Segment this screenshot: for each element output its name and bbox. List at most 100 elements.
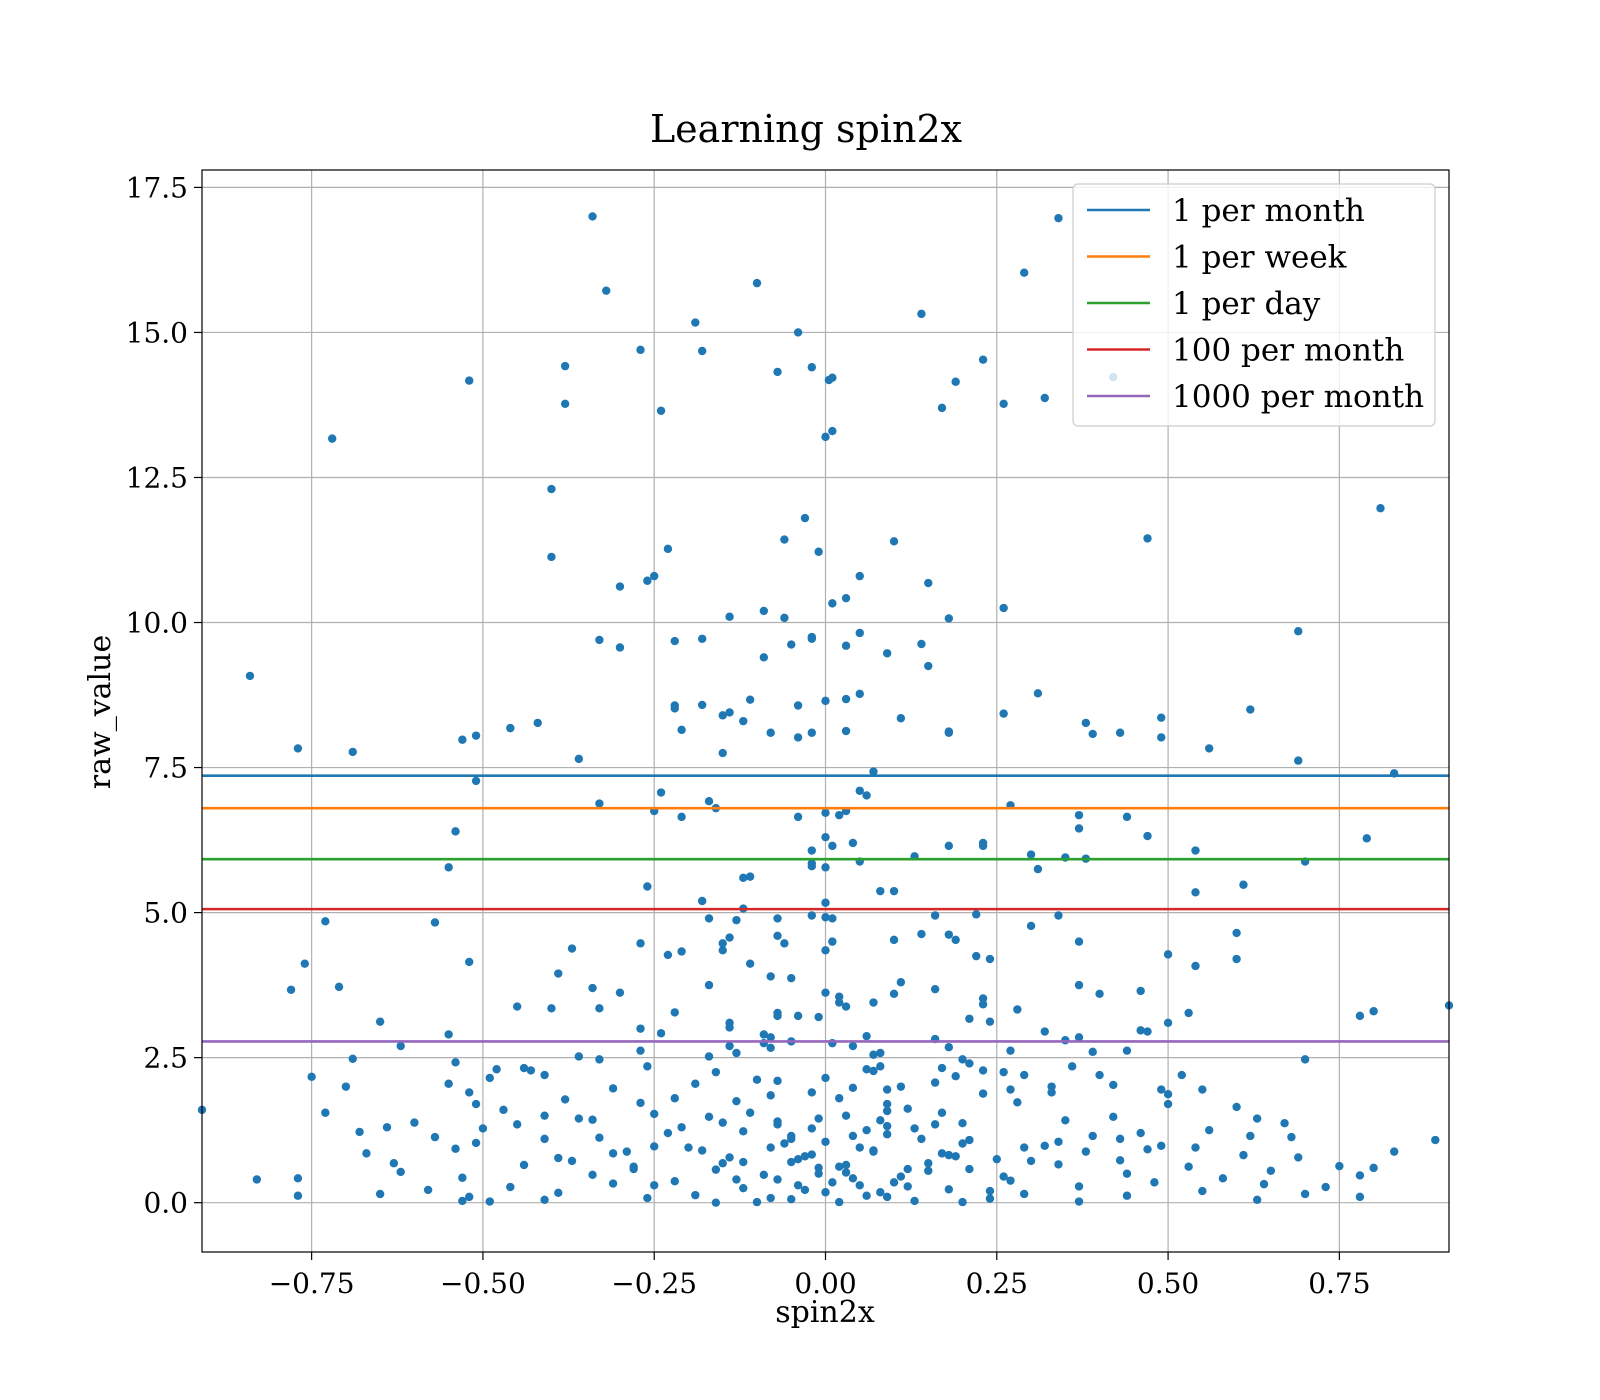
- data-point: [937, 1063, 947, 1073]
- data-point: [471, 776, 481, 786]
- data-point: [1157, 1085, 1166, 1094]
- data-point: [787, 640, 796, 649]
- data-point: [1122, 1169, 1132, 1178]
- data-point: [547, 1004, 556, 1013]
- x-tick-label: 0.50: [1137, 1267, 1199, 1300]
- data-point: [896, 714, 906, 723]
- data-point: [848, 1041, 858, 1051]
- data-point: [1355, 1192, 1365, 1202]
- data-point: [882, 1121, 892, 1131]
- data-point: [540, 1111, 549, 1120]
- data-point: [889, 537, 899, 546]
- data-point: [1232, 1102, 1241, 1112]
- data-point: [341, 1082, 351, 1091]
- data-point: [595, 1055, 604, 1064]
- data-point: [828, 599, 837, 608]
- data-point: [656, 788, 666, 797]
- data-point: [821, 1073, 830, 1083]
- data-point: [458, 1173, 467, 1182]
- data-point: [910, 1124, 919, 1133]
- data-point: [588, 212, 597, 221]
- data-point: [396, 1041, 405, 1051]
- threshold-lines: [202, 774, 1449, 1043]
- data-point: [1163, 950, 1173, 959]
- data-point: [889, 989, 899, 999]
- data-point: [985, 1017, 995, 1026]
- data-point: [1109, 1080, 1118, 1090]
- data-point: [739, 716, 748, 726]
- x-tick-label: −0.50: [440, 1267, 526, 1300]
- data-point: [732, 1048, 741, 1058]
- data-point: [759, 1030, 769, 1039]
- data-point: [1184, 1162, 1193, 1171]
- x-tick-label: 0.75: [1308, 1267, 1370, 1300]
- data-point: [972, 951, 981, 961]
- legend-label: 100 per month: [1172, 333, 1404, 369]
- data-point: [602, 286, 611, 295]
- data-point: [430, 918, 440, 927]
- data-point: [999, 603, 1008, 613]
- data-point: [697, 634, 707, 643]
- data-point: [1163, 1089, 1173, 1099]
- data-point: [780, 613, 789, 623]
- legend-label: 1 per week: [1172, 240, 1347, 276]
- data-point: [1006, 1176, 1015, 1185]
- data-point: [787, 1195, 796, 1204]
- data-point: [759, 653, 769, 662]
- data-point: [814, 1169, 823, 1178]
- data-point: [348, 747, 357, 757]
- data-point: [828, 1178, 837, 1187]
- data-point: [1232, 954, 1241, 964]
- data-point: [1157, 733, 1166, 742]
- data-point: [670, 1094, 679, 1103]
- data-point: [1088, 729, 1097, 739]
- data-point: [889, 1178, 899, 1187]
- data-point: [636, 1098, 645, 1108]
- data-point: [766, 1033, 775, 1042]
- data-point: [1163, 1018, 1173, 1028]
- data-point: [622, 1147, 632, 1156]
- data-point: [951, 1072, 960, 1081]
- data-point: [1246, 705, 1255, 714]
- data-point: [1232, 928, 1241, 938]
- data-point: [608, 1084, 618, 1093]
- data-point: [828, 426, 837, 436]
- data-point: [1136, 986, 1145, 996]
- data-point: [704, 1112, 714, 1122]
- data-point: [924, 1166, 933, 1175]
- data-point: [985, 954, 995, 964]
- data-point: [841, 1002, 851, 1011]
- x-axis-label: spin2x: [775, 1295, 875, 1330]
- data-point: [882, 649, 892, 658]
- data-point: [807, 1124, 816, 1133]
- data-point: [773, 1076, 782, 1086]
- data-point: [787, 973, 796, 983]
- data-point: [670, 1008, 679, 1017]
- data-point: [1088, 1047, 1097, 1057]
- data-point: [444, 1079, 453, 1088]
- data-point: [958, 1139, 967, 1148]
- data-point: [739, 1157, 748, 1167]
- data-point: [471, 731, 481, 740]
- data-point: [704, 797, 714, 806]
- data-point: [560, 399, 570, 409]
- data-point: [1431, 1135, 1440, 1145]
- legend-label: 1 per day: [1172, 286, 1321, 322]
- y-axis-label: raw_value: [83, 635, 118, 789]
- data-point: [821, 808, 830, 818]
- data-point: [1074, 810, 1084, 820]
- x-tick-label: −0.25: [611, 1267, 697, 1300]
- data-point: [855, 689, 864, 699]
- data-point: [917, 639, 926, 649]
- data-point: [691, 318, 700, 327]
- data-point: [1362, 834, 1371, 843]
- data-point: [739, 1127, 748, 1136]
- data-point: [807, 634, 816, 643]
- data-point: [677, 812, 686, 822]
- data-point: [1054, 213, 1063, 223]
- data-point: [978, 841, 988, 851]
- data-point: [506, 1182, 515, 1192]
- data-point: [965, 1135, 974, 1145]
- data-point: [869, 1050, 878, 1059]
- data-point: [1122, 1191, 1132, 1200]
